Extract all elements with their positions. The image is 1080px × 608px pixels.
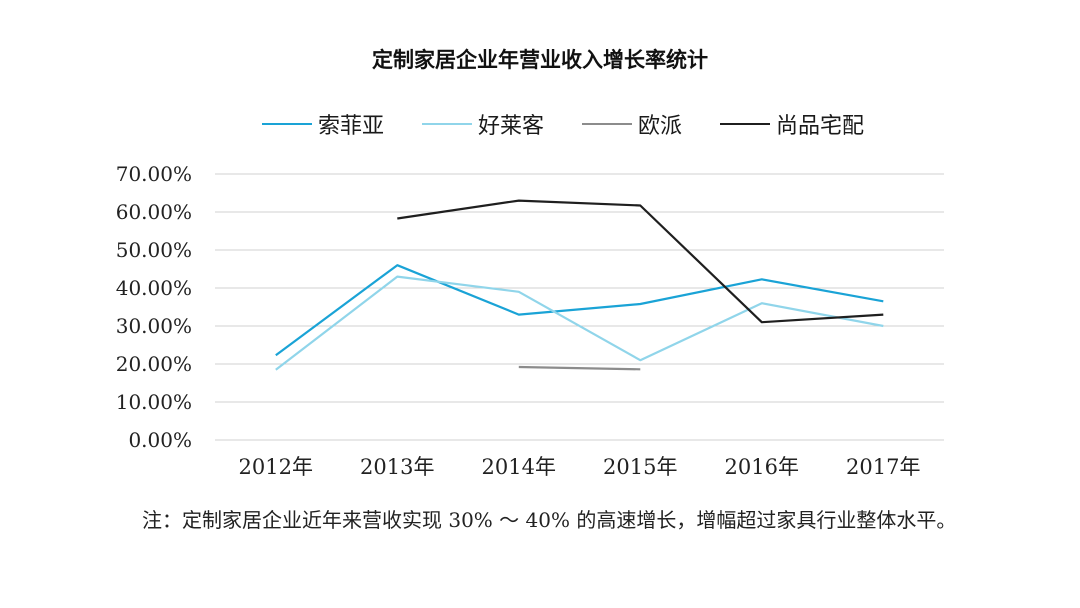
y-tick-label: 60.00%	[116, 200, 192, 224]
legend-swatch-sofia	[262, 123, 312, 125]
y-tick-label: 70.00%	[116, 162, 192, 186]
x-tick-label: 2014年	[482, 455, 556, 479]
legend-item-holike: 好莱客	[422, 108, 544, 140]
y-tick-label: 0.00%	[128, 428, 192, 452]
legend-item-oppein: 欧派	[582, 108, 682, 140]
legend-label-oppein: 欧派	[638, 114, 683, 139]
series-line-1	[275, 275, 884, 371]
x-tick-label: 2017年	[846, 455, 920, 479]
series-line-2	[518, 365, 641, 371]
legend-item-shangpin: 尚品宅配	[720, 108, 864, 140]
x-tick-label: 2013年	[360, 455, 434, 479]
y-tick-label: 40.00%	[116, 276, 192, 300]
legend-item-sofia: 索菲亚	[262, 108, 384, 140]
legend-label-sofia: 索菲亚	[318, 114, 385, 139]
chart-title: 定制家居企业年营业收入增长率统计	[372, 48, 708, 72]
legend-swatch-holike	[422, 123, 473, 125]
x-tick-label: 2015年	[603, 455, 677, 479]
legend-swatch-oppein	[582, 123, 633, 125]
legend-label-shangpin: 尚品宅配	[776, 114, 865, 139]
y-tick-label: 10.00%	[116, 390, 192, 414]
chart-note: 注：定制家居企业近年来营收实现 30% ～ 40% 的高速增长，增幅超过家具行业…	[142, 508, 957, 532]
series-line-3	[397, 199, 884, 324]
legend: 索菲亚 好莱客 欧派 尚品宅配	[262, 108, 922, 140]
y-tick-label: 50.00%	[116, 238, 192, 262]
y-tick-label: 20.00%	[116, 352, 192, 376]
legend-swatch-shangpin	[720, 123, 771, 125]
legend-label-holike: 好莱客	[478, 114, 545, 139]
y-tick-label: 30.00%	[116, 314, 192, 338]
x-tick-label: 2012年	[239, 455, 313, 479]
series-line-0	[275, 264, 884, 357]
x-tick-label: 2016年	[725, 455, 799, 479]
